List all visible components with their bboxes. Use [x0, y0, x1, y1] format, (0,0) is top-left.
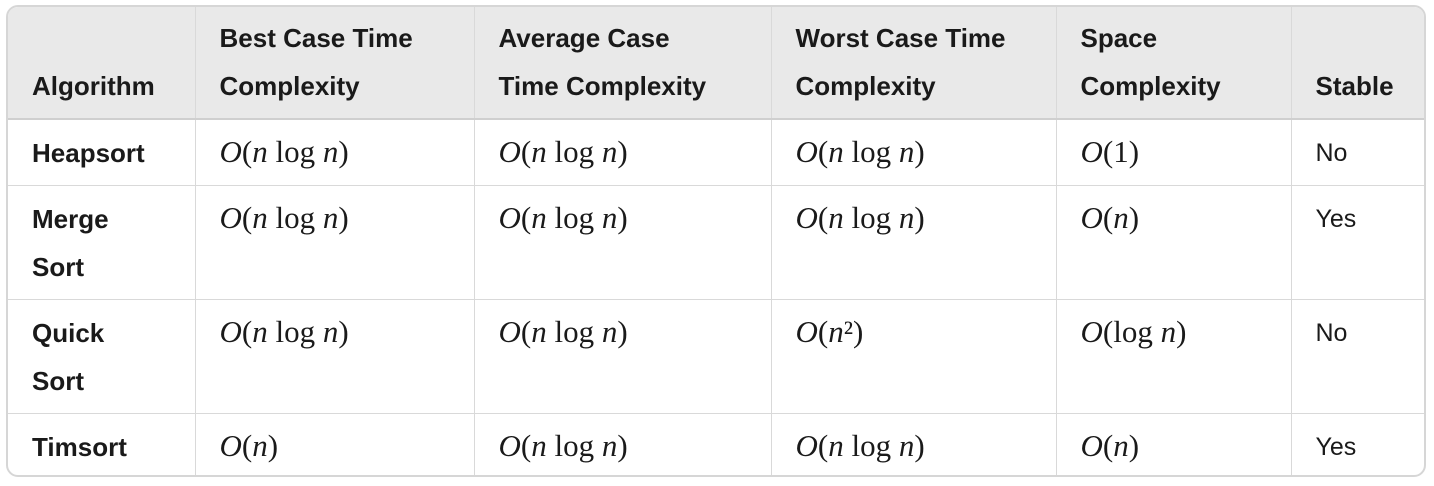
- cell-average: O(n log n): [474, 185, 772, 300]
- algorithm-name: Timsort: [32, 431, 127, 462]
- header-stable: Stable: [1291, 7, 1424, 120]
- header-line: Complexity: [1080, 71, 1221, 101]
- header-row: Algorithm Best Case Time Complexity Aver…: [8, 7, 1424, 120]
- header-line: Complexity: [795, 71, 936, 101]
- cell-stable: Yes: [1291, 185, 1424, 300]
- cell-average: O(n log n): [474, 299, 772, 414]
- table-header: Algorithm Best Case Time Complexity Aver…: [8, 7, 1424, 120]
- algorithm-name: Sort: [32, 251, 84, 282]
- header-space: Space Complexity: [1056, 7, 1292, 120]
- cell-algorithm: Merge Sort: [8, 185, 196, 300]
- header-line: Best Case Time: [219, 23, 413, 53]
- cell-space: O(n): [1056, 185, 1292, 300]
- cell-worst: O(n log n): [771, 413, 1057, 475]
- cell-worst: O(n log n): [771, 185, 1057, 300]
- cell-space: O(log n): [1056, 299, 1292, 414]
- cell-best: O(n log n): [195, 185, 475, 300]
- algorithm-name: Heapsort: [32, 138, 145, 168]
- cell-best: O(n log n): [195, 299, 475, 414]
- header-worst-case: Worst Case Time Complexity: [771, 7, 1057, 120]
- cell-algorithm: Timsort: [8, 413, 196, 475]
- cell-worst: O(n²): [771, 299, 1057, 414]
- table-row: Heapsort O(n log n) O(n log n) O(n log n…: [8, 119, 1424, 186]
- table-row: Timsort O(n) O(n log n) O(n log n) O(n) …: [8, 413, 1424, 475]
- table-row: Quick Sort O(n log n) O(n log n) O(n²) O…: [8, 299, 1424, 414]
- cell-stable: Yes: [1315, 432, 1357, 461]
- sorting-complexity-table: Algorithm Best Case Time Complexity Aver…: [8, 7, 1424, 475]
- header-algorithm: Algorithm: [8, 7, 196, 120]
- cell-algorithm: Heapsort: [8, 119, 196, 186]
- table-body: Heapsort O(n log n) O(n log n) O(n log n…: [8, 119, 1424, 475]
- header-line: Complexity: [219, 71, 360, 101]
- cell-best: O(n log n): [195, 119, 475, 186]
- cell-average: O(n log n): [474, 119, 772, 186]
- header-line: Space: [1080, 23, 1158, 53]
- header-line: Stable: [1315, 71, 1394, 101]
- header-line: Time Complexity: [498, 71, 707, 101]
- cell-space: O(1): [1056, 119, 1292, 186]
- header-line: Algorithm: [32, 71, 155, 101]
- header-best-case: Best Case Time Complexity: [195, 7, 475, 120]
- cell-space: O(n): [1056, 413, 1292, 475]
- cell-worst: O(n log n): [771, 119, 1057, 186]
- header-line: Worst Case Time: [795, 23, 1006, 53]
- complexity-table-container: Algorithm Best Case Time Complexity Aver…: [6, 5, 1426, 477]
- cell-average: O(n log n): [474, 413, 772, 475]
- table-row: Merge Sort O(n log n) O(n log n) O(n log…: [8, 185, 1424, 300]
- cell-best: O(n): [195, 413, 475, 475]
- header-line: Average Case: [498, 23, 670, 53]
- cell-algorithm: Quick Sort: [8, 299, 196, 414]
- algorithm-name: Merge: [32, 203, 109, 234]
- cell-stable: No: [1291, 119, 1424, 186]
- algorithm-name: Quick: [32, 317, 105, 348]
- algorithm-name: Sort: [32, 365, 84, 396]
- header-average-case: Average Case Time Complexity: [474, 7, 772, 120]
- cell-stable: No: [1291, 299, 1424, 414]
